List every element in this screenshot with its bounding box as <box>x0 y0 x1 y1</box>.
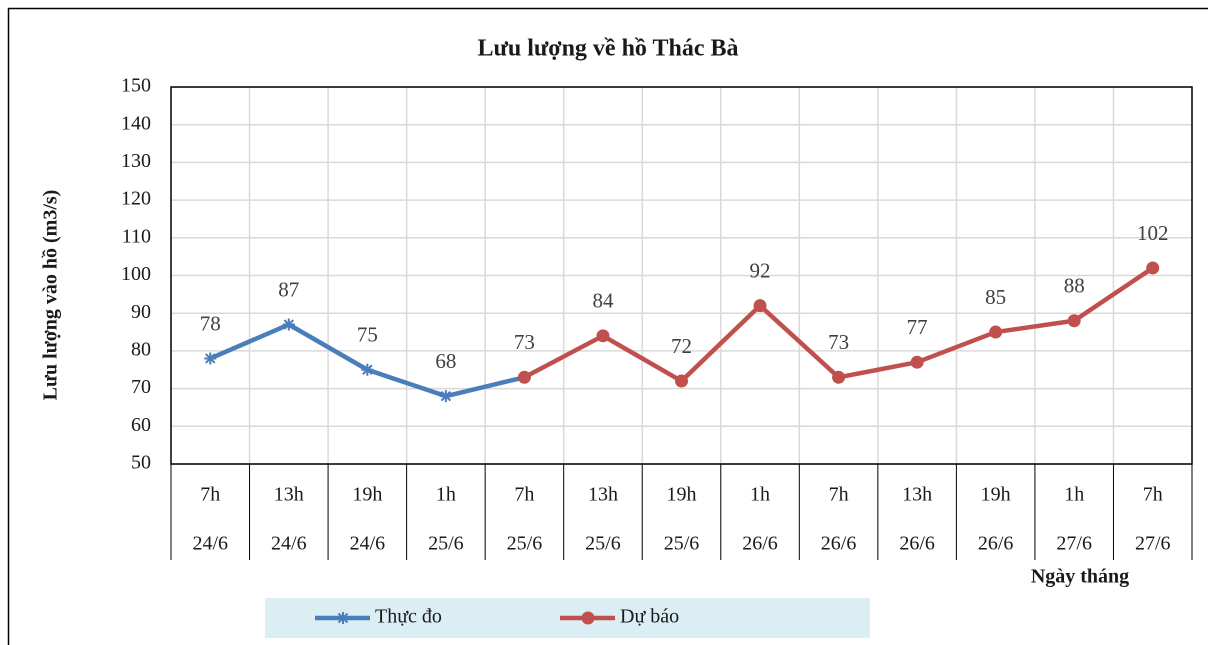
data-label: 85 <box>985 285 1006 309</box>
data-label: 68 <box>435 349 456 373</box>
x-tick-label: 27/6 <box>1135 533 1171 555</box>
marker <box>989 325 1003 339</box>
frame <box>7 7 1208 645</box>
x-tick-label: 13h <box>588 484 618 506</box>
y-tick-label: 90 <box>131 301 151 323</box>
y-tick-label: 140 <box>121 112 151 134</box>
x-tick-label: 25/6 <box>507 533 543 555</box>
marker <box>337 612 349 624</box>
x-tick-label: 24/6 <box>192 533 228 555</box>
x-tick-label: 13h <box>274 484 304 506</box>
x-tick-label: 25/6 <box>428 533 464 555</box>
data-label: 73 <box>828 330 849 354</box>
x-tick-label: 1h <box>1064 484 1084 506</box>
y-axis-title: Lưu lượng vào hồ (m3/s) <box>40 190 62 401</box>
data-label: 77 <box>907 315 928 339</box>
plot-border <box>170 86 1193 465</box>
marker <box>596 329 610 343</box>
y-tick-label: 130 <box>121 150 151 172</box>
data-label: 102 <box>1137 221 1169 245</box>
y-tick-label: 60 <box>131 414 151 436</box>
data-label: 92 <box>750 258 771 282</box>
x-tick-label: 1h <box>436 484 456 506</box>
marker <box>439 390 452 403</box>
marker <box>517 370 531 384</box>
marker <box>675 374 688 388</box>
x-tick-label: 24/6 <box>271 533 307 555</box>
marker <box>1146 261 1160 275</box>
x-tick-label: 26/6 <box>821 533 857 555</box>
marker <box>204 352 217 365</box>
y-tick-label: 100 <box>121 263 151 285</box>
x-tick-label: 25/6 <box>664 533 700 555</box>
y-tick-label: 50 <box>131 452 151 474</box>
y-tick-label: 150 <box>121 75 151 97</box>
x-axis-title: Ngày tháng <box>1031 566 1129 588</box>
x-tick-label: 7h <box>829 484 849 506</box>
x-tick-label: 19h <box>352 484 382 506</box>
marker <box>581 611 595 625</box>
data-label: 87 <box>278 277 299 301</box>
x-tick-label: 19h <box>981 484 1011 506</box>
legend-label: Thực đo <box>375 606 442 628</box>
marker <box>361 363 374 376</box>
data-label: 75 <box>357 323 378 347</box>
line-series <box>523 266 1154 384</box>
data-label: 73 <box>514 330 535 354</box>
x-tick-label: 26/6 <box>899 533 935 555</box>
marker <box>910 355 924 369</box>
data-label: 84 <box>592 289 614 313</box>
data-label: 72 <box>671 334 692 358</box>
marker <box>832 370 846 384</box>
x-tick-label: 7h <box>514 484 534 506</box>
x-tick-label: 26/6 <box>742 533 778 555</box>
y-tick-label: 110 <box>122 225 151 247</box>
y-tick-label: 120 <box>121 188 151 210</box>
data-label: 78 <box>200 311 221 335</box>
legend-label: Dự báo <box>620 606 679 628</box>
x-tick-label: 24/6 <box>350 533 386 555</box>
x-tick-label: 27/6 <box>1056 533 1092 555</box>
x-tick-label: 7h <box>200 484 220 506</box>
y-tick-label: 80 <box>131 338 151 360</box>
x-tick-label: 25/6 <box>585 533 621 555</box>
x-tick-label: 19h <box>667 484 697 506</box>
marker <box>282 318 295 331</box>
x-tick-label: 26/6 <box>978 533 1014 555</box>
marker <box>753 299 767 313</box>
x-tick-label: 7h <box>1143 484 1163 506</box>
data-label: 88 <box>1064 274 1085 298</box>
x-tick-label: 1h <box>750 484 770 506</box>
marker <box>1067 314 1081 328</box>
x-tick-label: 13h <box>902 484 932 506</box>
chart-title: Lưu lượng về hồ Thác Bà <box>477 36 738 62</box>
y-tick-label: 70 <box>131 376 151 398</box>
